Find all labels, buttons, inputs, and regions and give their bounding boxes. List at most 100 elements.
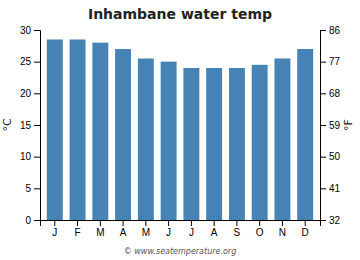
tick-label: J [52, 227, 57, 238]
tick: J [189, 220, 194, 238]
axis-line [321, 31, 327, 221]
tick-label: 41 [329, 183, 341, 194]
tick: 59 [320, 120, 341, 131]
tick: 86 [320, 25, 341, 36]
y-axis-label: °C [1, 118, 14, 132]
chart: JFMAMJJASOND05101520253032415059687786In… [0, 0, 360, 260]
tick: D [302, 220, 309, 238]
tick-mark [100, 220, 101, 226]
tick-mark [145, 220, 146, 226]
tick-mark [34, 157, 40, 158]
tick-mark [34, 93, 40, 94]
tick-mark [320, 30, 326, 31]
bar [138, 59, 154, 221]
tick-mark [320, 157, 326, 158]
bar [47, 40, 63, 221]
tick-label: 86 [329, 25, 341, 36]
tick-label: J [189, 227, 194, 238]
tick: 10 [20, 151, 40, 162]
bar [92, 43, 108, 220]
axis-line [41, 221, 321, 227]
tick-label: 77 [329, 56, 341, 67]
axis-line [34, 31, 41, 221]
tick: 77 [320, 56, 341, 67]
tick-label: 32 [329, 215, 341, 226]
tick-label: N [279, 227, 286, 238]
bar [274, 59, 290, 221]
tick-mark [320, 220, 326, 221]
tick-mark [34, 188, 40, 189]
annotation: © www.seatemperature.org [124, 247, 236, 256]
tick-label: D [302, 227, 309, 238]
tick-label: 0 [25, 215, 31, 226]
tick-label: 59 [329, 120, 341, 131]
tick: A [120, 220, 127, 238]
bar [161, 62, 177, 220]
tick-mark [259, 220, 260, 226]
bar [297, 49, 313, 220]
tick: 68 [320, 88, 341, 99]
bar [252, 65, 268, 220]
tick: M [96, 220, 104, 238]
x-axis: JFMAMJJASOND [41, 220, 321, 238]
tick-label: 10 [20, 151, 32, 162]
y-axis: 0 5 10 15 20 25 30 [20, 25, 41, 226]
y2-axis: 32 41 50 59 68 77 86 [320, 25, 341, 226]
tick: O [256, 220, 264, 238]
y2-axis-label: °F [342, 119, 355, 131]
tick-label: 68 [329, 88, 341, 99]
tick: 50 [320, 151, 341, 162]
tick-mark [282, 220, 283, 226]
tick-label: 15 [20, 120, 32, 131]
tick-label: A [120, 227, 127, 238]
tick-label: F [75, 227, 81, 238]
tick: 30 [20, 25, 40, 36]
tick-mark [320, 125, 326, 126]
tick-mark [191, 220, 192, 226]
tick-mark [214, 220, 215, 226]
tick-mark [77, 220, 78, 226]
tick-mark [34, 62, 40, 63]
bar [115, 49, 131, 220]
bar [183, 68, 199, 220]
tick-mark [168, 220, 169, 226]
bar [206, 68, 222, 220]
tick: J [52, 220, 57, 238]
tick: S [234, 220, 241, 238]
tick-label: A [211, 227, 218, 238]
tick-mark [320, 188, 326, 189]
tick-mark [34, 30, 40, 31]
tick-mark [320, 62, 326, 63]
tick: A [211, 220, 218, 238]
tick: 20 [20, 88, 40, 99]
tick-mark [236, 220, 237, 226]
tick-mark [123, 220, 124, 226]
tick-label: 20 [20, 88, 32, 99]
tick: 5 [25, 183, 40, 194]
tick: 15 [20, 120, 40, 131]
tick-label: 50 [329, 151, 341, 162]
tick: F [75, 220, 81, 238]
tick: 25 [20, 56, 40, 67]
tick-label: M [142, 227, 150, 238]
tick: J [166, 220, 171, 238]
tick: M [142, 220, 150, 238]
bars [47, 40, 313, 221]
tick: 32 [320, 215, 341, 226]
tick-mark [34, 220, 40, 221]
tick-label: 5 [25, 183, 31, 194]
bar [229, 68, 245, 220]
tick-label: S [234, 227, 241, 238]
tick-label: 30 [20, 25, 32, 36]
tick-mark [34, 125, 40, 126]
tick-mark [54, 220, 55, 226]
tick-label: 25 [20, 56, 32, 67]
tick-label: O [256, 227, 264, 238]
tick: 0 [25, 215, 40, 226]
tick-mark [320, 93, 326, 94]
tick: N [279, 220, 286, 238]
bar [70, 40, 86, 221]
tick-label: J [166, 227, 171, 238]
plot: J F M A M J J A S O N D 0 5 10 15 20 25 30 32 41 50 59 68 77 86 [20, 25, 341, 238]
tick-label: M [96, 227, 104, 238]
